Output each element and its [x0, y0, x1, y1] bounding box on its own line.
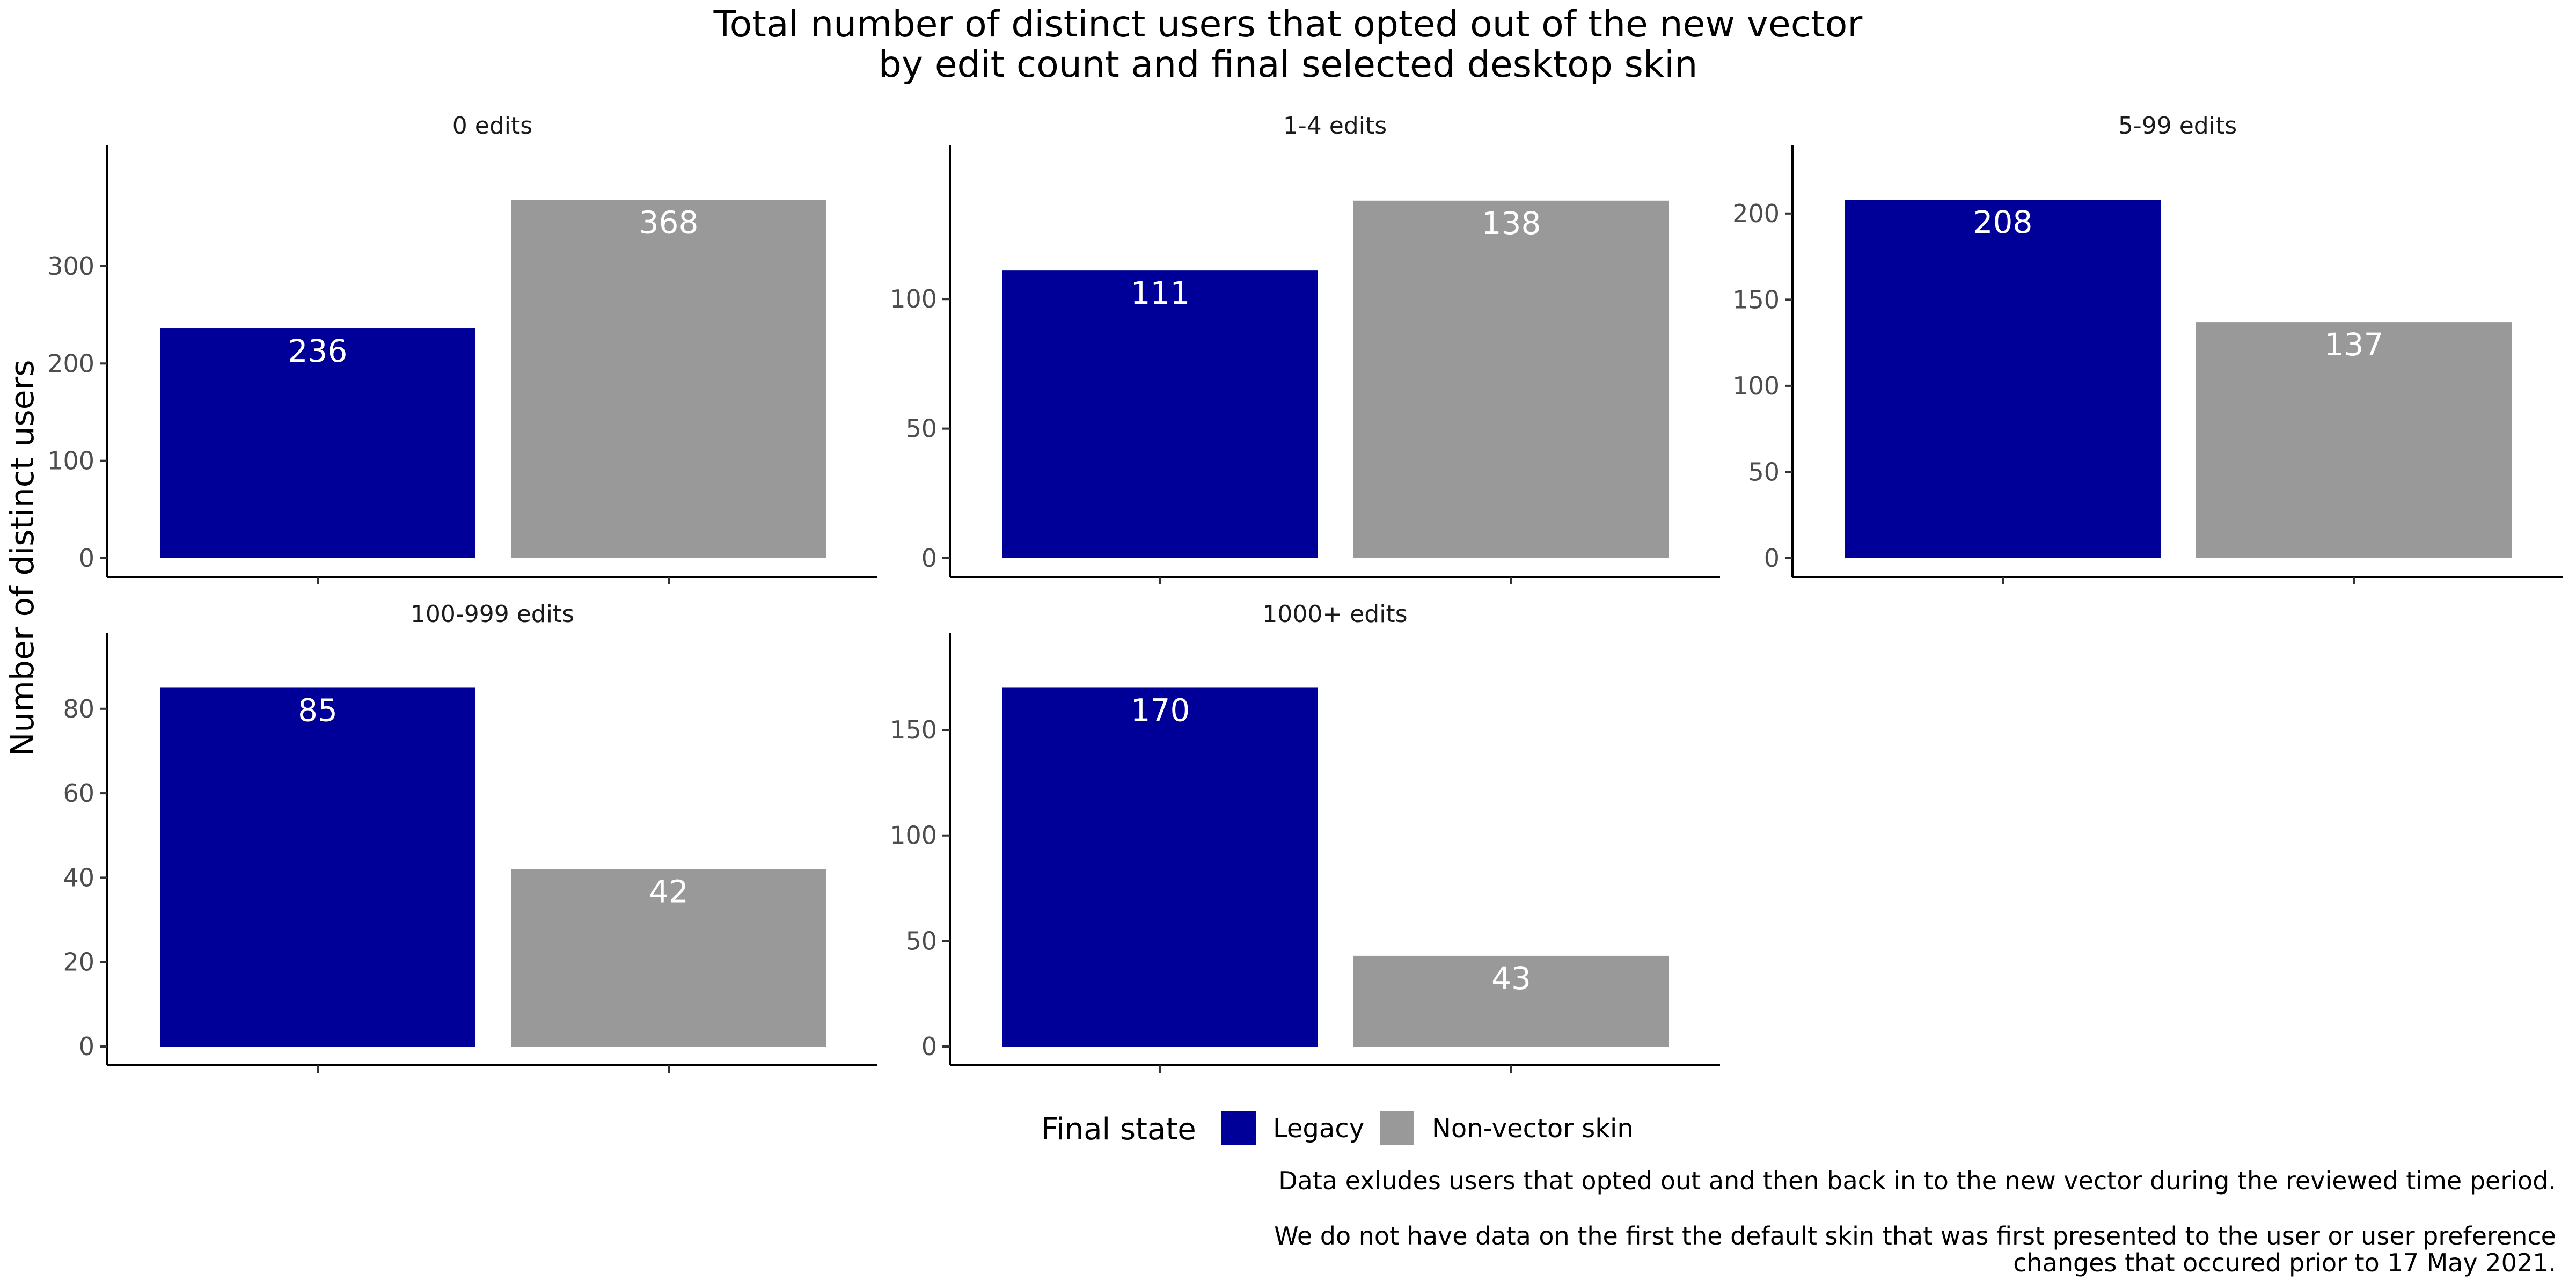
y-tick-label-5-99-edits-200: 200 [1732, 199, 1780, 228]
y-tick-label-100-999-edits-60: 60 [63, 779, 94, 808]
bar-value-label-1000-edits-legacy: 170 [1131, 692, 1190, 728]
chart-title-line-2: by edit count and final selected desktop… [879, 43, 1698, 86]
legend-title: Final state [1041, 1112, 1196, 1147]
facet-label-1000-edits: 1000+ edits [1262, 601, 1407, 628]
legend: Final state Legacy Non-vector skin [1041, 1111, 1634, 1147]
bar-value-label-1000-edits-non-vector: 43 [1491, 960, 1531, 997]
legend-label-legacy: Legacy [1273, 1114, 1364, 1144]
legend-swatch-legacy [1221, 1111, 1256, 1145]
caption-line-2: We do not have data on the first the def… [1274, 1221, 2556, 1250]
bar-value-label-5-99-edits-non-vector: 137 [2324, 326, 2384, 363]
bar-value-label-100-999-edits-legacy: 85 [298, 692, 338, 728]
bar-1000-edits-legacy [1002, 687, 1318, 1046]
y-tick-label-1-4-edits-0: 0 [921, 544, 937, 573]
bar-value-label-1-4-edits-legacy: 111 [1131, 275, 1190, 311]
bar-1000-edits-non-vector [1353, 955, 1669, 1046]
caption-line-1: Data exludes users that opted out and th… [1278, 1166, 2556, 1195]
bar-5-99-edits-legacy [1845, 200, 2161, 558]
y-tick-label-5-99-edits-100: 100 [1732, 371, 1780, 400]
y-tick-label-1000-edits-0: 0 [921, 1032, 937, 1061]
y-tick-label-100-999-edits-0: 0 [79, 1032, 94, 1061]
y-tick-label-1000-edits-150: 150 [890, 715, 937, 744]
y-tick-label-1-4-edits-50: 50 [905, 414, 937, 443]
y-tick-label-5-99-edits-0: 0 [1764, 544, 1780, 573]
y-axis-label: Number of distinct users [4, 360, 41, 757]
y-tick-label-1000-edits-100: 100 [890, 821, 937, 850]
bar-1-4-edits-legacy [1002, 270, 1318, 558]
y-tick-label-1-4-edits-100: 100 [890, 284, 937, 313]
y-tick-label-0-edits-100: 100 [47, 447, 94, 475]
y-tick-label-5-99-edits-150: 150 [1732, 285, 1780, 314]
caption-line-3: changes that occured prior to 17 May 202… [2013, 1248, 2556, 1277]
bar-value-label-5-99-edits-legacy: 208 [1973, 204, 2033, 240]
bar-100-999-edits-non-vector [511, 869, 826, 1046]
y-tick-label-100-999-edits-40: 40 [63, 863, 94, 892]
facet-label-5-99-edits: 5-99 edits [2118, 112, 2237, 140]
facet-label-100-999-edits: 100-999 edits [411, 601, 574, 628]
y-tick-label-1000-edits-50: 50 [905, 926, 937, 955]
legend-swatch-non-vector [1380, 1111, 1414, 1145]
bar-0-edits-non-vector [511, 200, 826, 559]
y-tick-label-100-999-edits-80: 80 [63, 694, 94, 723]
bar-value-label-0-edits-legacy: 236 [288, 333, 348, 369]
y-tick-label-0-edits-300: 300 [47, 252, 94, 281]
bar-1-4-edits-non-vector [1353, 200, 1669, 558]
legend-label-non-vector: Non-vector skin [1432, 1114, 1634, 1144]
y-tick-label-0-edits-200: 200 [47, 349, 94, 378]
bar-100-999-edits-legacy [160, 687, 475, 1046]
bar-value-label-1-4-edits-non-vector: 138 [1482, 205, 1541, 241]
bar-5-99-edits-non-vector [2196, 322, 2512, 558]
y-tick-label-0-edits-0: 0 [79, 544, 94, 573]
y-tick-label-100-999-edits-20: 20 [63, 948, 94, 977]
bar-value-label-100-999-edits-non-vector: 42 [649, 874, 689, 910]
facet-label-1-4-edits: 1-4 edits [1283, 112, 1387, 140]
facet-label-0-edits: 0 edits [452, 112, 532, 140]
bar-0-edits-legacy [160, 328, 475, 558]
chart-title-line-1: Total number of distinct users that opte… [713, 3, 1863, 46]
bar-value-label-0-edits-non-vector: 368 [639, 204, 699, 241]
y-tick-label-5-99-edits-50: 50 [1748, 457, 1780, 486]
